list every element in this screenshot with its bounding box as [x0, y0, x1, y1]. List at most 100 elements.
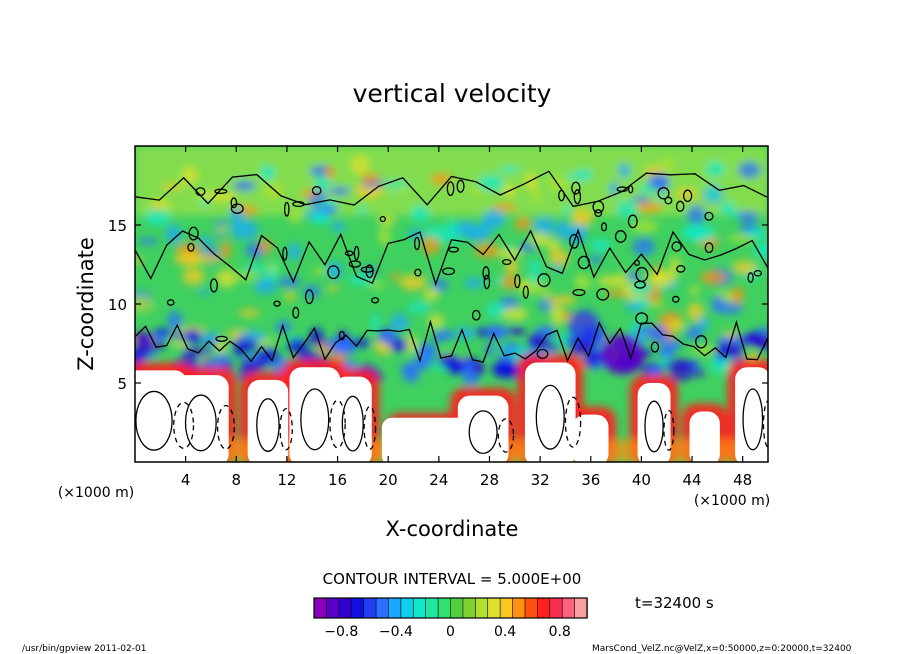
field-blob: [514, 216, 532, 231]
field-blob: [428, 313, 444, 329]
field-blob: [711, 295, 726, 313]
contour-loop: [166, 299, 175, 306]
field-blob: [455, 221, 479, 237]
colorbar: [313, 597, 588, 619]
field-blob: [659, 157, 674, 175]
plume: [381, 417, 496, 462]
field-blob: [590, 238, 611, 252]
field-blob: [551, 307, 565, 326]
contour-loop-negative: [363, 405, 377, 450]
field-blob: [348, 275, 375, 285]
colorbar-swatch: [363, 597, 377, 619]
field-blob: [632, 237, 655, 256]
x-tick-label: 48: [733, 471, 752, 489]
colorbar-swatch: [400, 597, 414, 619]
contour-loop: [592, 200, 605, 214]
field-blob: [216, 268, 238, 288]
field-blob: [588, 255, 603, 264]
contour-loop-negative: [497, 418, 515, 453]
colorbar-tick-label: 0: [446, 624, 455, 640]
field-blob: [181, 166, 199, 184]
contour-line: [135, 228, 768, 287]
field-blob: [297, 350, 319, 362]
colorbar-swatch: [450, 597, 464, 619]
contour-loop: [483, 274, 491, 290]
field-blob: [689, 286, 700, 295]
contour-loop: [471, 309, 481, 321]
field-blob: [230, 220, 259, 240]
x-tick-label: 36: [581, 471, 600, 489]
field-blob: [301, 189, 318, 198]
field-blob: [491, 203, 518, 212]
colorbar-swatch: [574, 597, 588, 619]
field-blob: [378, 226, 391, 246]
field-blob: [399, 274, 427, 291]
contour-loop: [650, 341, 660, 353]
field-blob: [423, 288, 440, 301]
field-blob: [461, 360, 474, 376]
contour-loop: [468, 410, 498, 455]
colorbar-swatch: [437, 597, 452, 619]
colorbar-swatch: [326, 597, 340, 619]
contour-loop: [664, 196, 673, 205]
field-blob: [736, 210, 759, 222]
field-blob: [232, 180, 256, 192]
field-blob: [151, 201, 173, 209]
footer-left: /usr/bin/gpview 2011-02-01: [22, 644, 146, 654]
field-blob: [462, 373, 479, 386]
field-blob: [492, 363, 521, 379]
field-blob: [361, 173, 380, 184]
field-blob: [597, 275, 624, 287]
contour-loop: [522, 285, 529, 299]
contour-loop-negative: [279, 407, 293, 451]
y-axis-ticks: 5 10 15: [108, 217, 768, 393]
field-blob: [657, 348, 676, 358]
contour-loop: [256, 398, 280, 452]
field-blob: [687, 302, 704, 322]
x-tick-label: 28: [480, 471, 499, 489]
field-blob: [287, 243, 302, 261]
contour-lines: [135, 170, 768, 455]
field-blob: [692, 346, 717, 355]
field-blob: [548, 249, 570, 267]
contour-loop: [283, 201, 290, 217]
colorbar-swatch: [561, 597, 576, 619]
contour-loop-negative: [216, 404, 235, 450]
colorbar-swatch: [313, 597, 328, 619]
field-blob: [433, 330, 456, 340]
field-blob: [686, 205, 706, 225]
field-blob: [259, 238, 272, 255]
field-blob: [685, 370, 707, 377]
time-label: t=32400 s: [635, 594, 714, 612]
contour-loop: [327, 265, 340, 280]
field-blob: [200, 200, 210, 207]
contour-loop: [614, 230, 627, 243]
contour-loop: [282, 246, 288, 261]
field-blob: [555, 220, 571, 240]
field-blob: [400, 363, 417, 372]
chart-title: vertical velocity: [353, 79, 552, 108]
contour-loop: [230, 197, 238, 209]
field-blob: [137, 238, 159, 245]
field-blob: [716, 336, 739, 345]
contour-loop: [753, 269, 762, 277]
contour-loop: [572, 288, 586, 297]
field-blob: [738, 161, 761, 179]
contour-loop: [635, 312, 649, 325]
plume: [689, 411, 720, 462]
field-blob: [238, 309, 260, 317]
contour-loop: [514, 273, 521, 289]
field-blob: [135, 295, 154, 313]
contour-loop-negative: [564, 396, 582, 448]
contour-loop: [536, 348, 549, 359]
contour-loop: [627, 185, 634, 194]
field-blob: [563, 204, 572, 218]
x-tick-label: 4: [181, 471, 191, 489]
field-blob: [648, 364, 660, 378]
footer-right: MarsCond_VelZ.nc@VelZ,x=0:50000,z=0:2000…: [592, 644, 852, 654]
field-blob: [574, 274, 592, 290]
field-blob: [350, 155, 371, 176]
field-blob: [192, 349, 212, 357]
field-blob: [697, 317, 710, 330]
plume: [637, 383, 671, 462]
